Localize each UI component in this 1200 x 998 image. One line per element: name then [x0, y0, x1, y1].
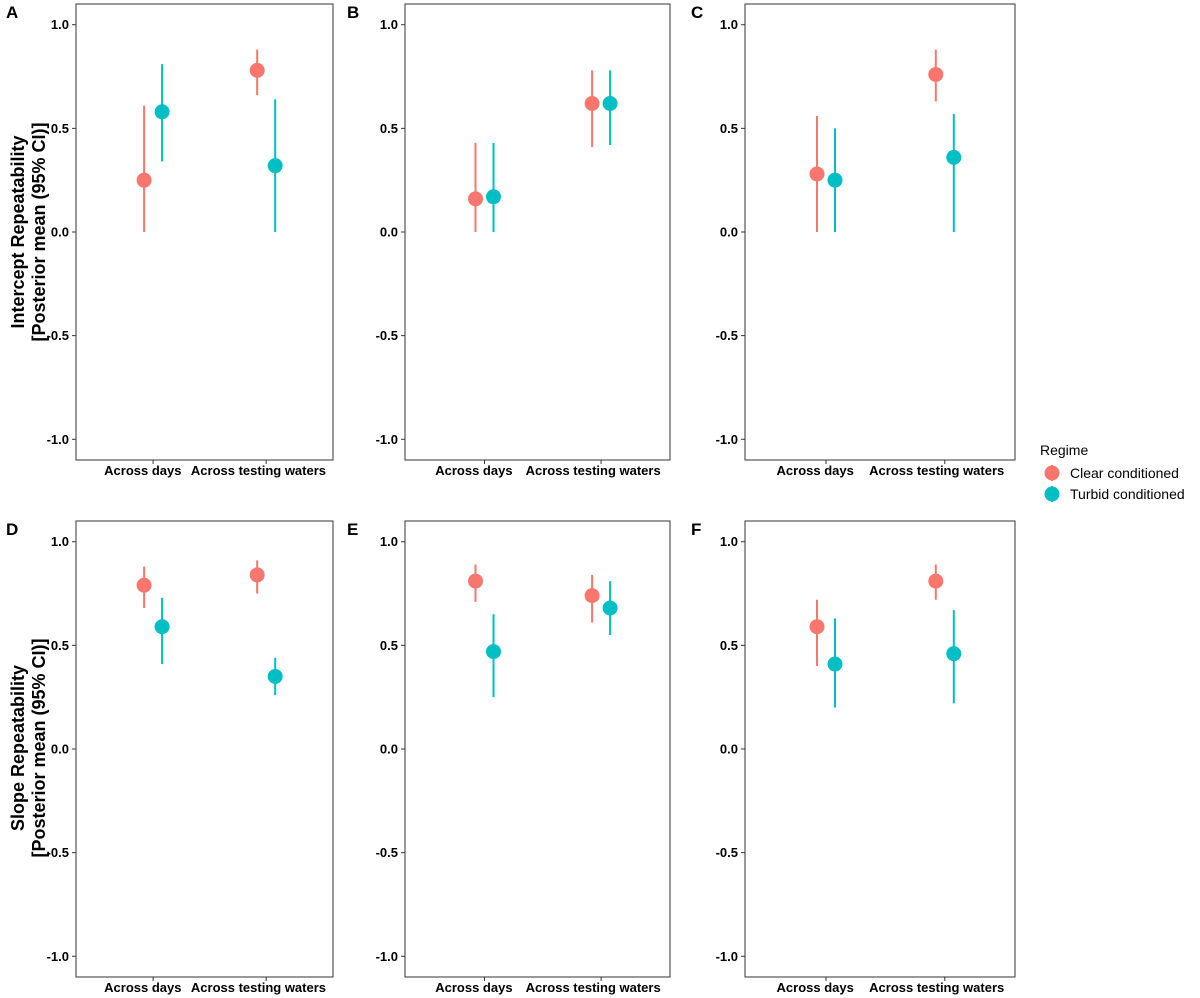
data-point	[267, 158, 283, 174]
x-category-label: Across testing waters	[526, 980, 661, 995]
y-tick-label: -1.0	[376, 949, 398, 964]
y-tick-label: -1.0	[716, 949, 738, 964]
y-tick-label: 0.0	[51, 742, 69, 757]
data-point	[468, 191, 483, 207]
y-tick-label: 0.5	[380, 638, 398, 653]
data-point	[267, 668, 283, 684]
panel-frame	[744, 520, 1016, 978]
x-category-label: Across days	[777, 980, 854, 995]
y-tick-label: -0.5	[716, 328, 738, 343]
y-tick-label: 1.0	[380, 17, 398, 32]
panel-e: E -1.0 -0.5 0.0 0.5 1.0 Across days Across test…	[347, 520, 671, 995]
panel-frame	[404, 3, 671, 461]
y-tick-label: 0.5	[720, 638, 738, 653]
y-tick-label: -1.0	[47, 432, 69, 447]
y-axis-title-bottom: Slope Repeatability [Posterior mean (95%…	[8, 638, 49, 857]
data-point	[827, 656, 843, 672]
panel-letter: F	[691, 520, 701, 539]
data-point	[928, 66, 944, 82]
data-point	[486, 189, 501, 205]
y-tick-label: 1.0	[720, 17, 738, 32]
panel-f: F -1.0 -0.5 0.0 0.5 1.0 Across days Across test…	[691, 520, 1016, 995]
data-point	[486, 644, 501, 660]
data-point	[928, 573, 944, 589]
y-tick-label: 1.0	[380, 534, 398, 549]
y-tick-label: 0.0	[380, 225, 398, 240]
legend-label-clear: Clear conditioned	[1070, 465, 1179, 481]
data-point	[827, 172, 843, 188]
data-point	[584, 588, 600, 604]
y-tick-label: -1.0	[716, 432, 738, 447]
data-point	[136, 577, 152, 593]
y-tick-label: 0.0	[380, 742, 398, 757]
data-point	[136, 172, 152, 188]
data-point	[809, 166, 825, 182]
legend-label-turbid: Turbid conditioned	[1070, 486, 1185, 502]
y-axis-title-top: Intercept Repeatability [Posterior mean …	[8, 122, 49, 341]
y-tick-label: 0.5	[380, 121, 398, 136]
x-category-label: Across days	[435, 980, 512, 995]
y-tick-label: -0.5	[376, 845, 398, 860]
panel-letter: E	[347, 520, 358, 539]
y-tick-label: 1.0	[720, 534, 738, 549]
panel-b: B -1.0 -0.5 0.0 0.5 1.0 Across days Across test…	[347, 3, 671, 478]
panel-frame	[75, 3, 334, 461]
y-title-bottom-line1: Slope Repeatability	[8, 665, 28, 831]
data-point	[249, 567, 265, 583]
y-tick-label: 0.0	[720, 742, 738, 757]
legend-key-clear	[1044, 465, 1060, 481]
y-title-bottom-line2: [Posterior mean (95% CI)]	[29, 638, 49, 857]
y-tick-label: 0.5	[51, 121, 69, 136]
panel-frame	[744, 3, 1016, 461]
y-title-top-line2: [Posterior mean (95% CI)]	[29, 122, 49, 341]
x-category-label: Across days	[435, 463, 512, 478]
x-category-label: Across days	[104, 980, 181, 995]
data-point	[584, 95, 600, 111]
data-point	[249, 62, 265, 78]
y-tick-label: 0.0	[720, 225, 738, 240]
panel-letter: C	[691, 3, 703, 22]
x-category-label: Across days	[104, 463, 181, 478]
panel-a: A -1.0 -0.5 0.0 0.5 1.0 Across days Across test…	[6, 3, 334, 478]
x-category-label: Across testing waters	[191, 980, 326, 995]
data-point	[154, 619, 170, 635]
panel-frame	[404, 520, 671, 978]
y-tick-label: 0.0	[51, 225, 69, 240]
panel-letter: A	[6, 3, 18, 22]
legend: Regime Clear conditioned Turbid conditio…	[1040, 442, 1185, 502]
panel-letter: D	[6, 520, 18, 539]
y-tick-label: -1.0	[47, 949, 69, 964]
y-tick-label: -0.5	[47, 845, 69, 860]
data-point	[154, 104, 170, 120]
y-title-top-line1: Intercept Repeatability	[8, 135, 28, 328]
x-category-label: Across days	[777, 463, 854, 478]
y-tick-label: -1.0	[376, 432, 398, 447]
panel-d: D -1.0 -0.5 0.0 0.5 1.0 Across days Across test…	[6, 520, 334, 995]
y-tick-label: 1.0	[51, 17, 69, 32]
y-tick-label: -0.5	[716, 845, 738, 860]
x-category-label: Across testing waters	[869, 980, 1004, 995]
data-point	[602, 95, 618, 111]
panel-frame	[75, 520, 334, 978]
data-point	[468, 573, 483, 589]
data-point	[809, 619, 825, 635]
panel-c: C -1.0 -0.5 0.0 0.5 1.0 Across days Across test…	[691, 3, 1016, 478]
y-tick-label: 1.0	[51, 534, 69, 549]
data-point	[602, 600, 618, 616]
panels-group: A -1.0 -0.5 0.0 0.5 1.0 Across days Across test…	[6, 3, 1016, 995]
data-point	[946, 149, 962, 165]
panel-letter: B	[347, 3, 359, 22]
x-category-label: Across testing waters	[869, 463, 1004, 478]
legend-title: Regime	[1040, 442, 1088, 458]
y-tick-label: 0.5	[720, 121, 738, 136]
data-point	[946, 646, 962, 662]
y-tick-label: -0.5	[47, 328, 69, 343]
x-category-label: Across testing waters	[526, 463, 661, 478]
legend-key-turbid	[1044, 486, 1060, 502]
x-category-label: Across testing waters	[191, 463, 326, 478]
y-tick-label: -0.5	[376, 328, 398, 343]
y-tick-label: 0.5	[51, 638, 69, 653]
